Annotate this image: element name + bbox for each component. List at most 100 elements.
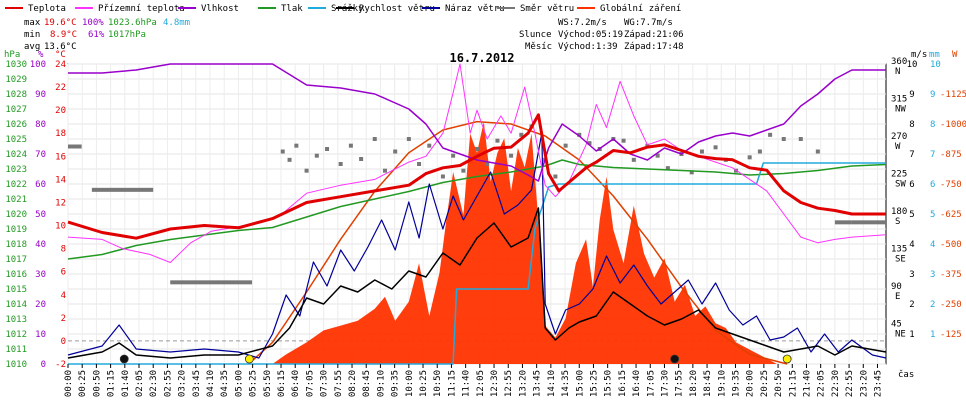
- radiation-axis-tick: -750: [940, 180, 962, 190]
- plot-area: [67, 63, 887, 365]
- celsius-axis-tick: 16: [55, 152, 66, 162]
- unit-percent: %: [38, 50, 44, 60]
- x-tick-label: 06:15: [277, 370, 287, 397]
- x-tick-label: 14:10: [547, 370, 557, 397]
- hpa-axis-tick: 1030: [5, 60, 27, 70]
- mm-axis-tick: 8: [930, 120, 935, 130]
- wind-direction-point: [325, 147, 330, 151]
- x-tick-label: 15:50: [604, 370, 614, 397]
- axis-unit-labels: hPa % °C m/s mm W: [4, 50, 958, 60]
- x-tick-label: 07:55: [334, 370, 344, 397]
- radiation-axis-tick: -1125: [940, 90, 966, 100]
- x-tick-label: 23:20: [859, 370, 869, 397]
- stat-max-press: 1023.6hPa: [108, 18, 157, 28]
- x-tick-label: 01:40: [121, 370, 131, 397]
- wind-direction-point: [440, 174, 445, 179]
- x-tick-label: 09:35: [391, 370, 401, 397]
- x-tick-label: 02:30: [149, 370, 159, 397]
- x-tick-label: 15:25: [589, 370, 599, 397]
- wind-direction-bar: [851, 220, 886, 225]
- x-tick-label: 04:10: [206, 370, 216, 397]
- x-tick-label: 08:20: [348, 370, 358, 397]
- x-tick-label: 22:55: [845, 370, 855, 397]
- legend-label: Globální záření: [600, 4, 681, 14]
- hpa-axis-tick: 1022: [5, 180, 27, 190]
- chart-title: 16.7.2012: [449, 51, 514, 65]
- percent-axis-tick: 60: [35, 180, 46, 190]
- info-ws: WS:7.2m/s: [558, 18, 607, 28]
- hpa-axis-tick: 1027: [5, 105, 27, 115]
- x-tick-label: 16:40: [632, 370, 642, 397]
- mm-axis-tick: 3: [930, 270, 935, 280]
- percent-axis-tick: 40: [35, 240, 46, 250]
- x-tick-label: 02:05: [135, 370, 145, 397]
- wind-direction-point: [451, 153, 456, 158]
- wind-direction-point: [655, 153, 660, 158]
- x-tick-label: 11:40: [462, 370, 472, 397]
- wind-direction-point: [665, 166, 670, 171]
- x-tick-label: 13:45: [533, 370, 543, 397]
- legend-item: Rychlost větru: [336, 4, 435, 14]
- stat-max-label: max: [24, 18, 41, 28]
- wind-direction-point: [798, 137, 803, 141]
- mm-axis-tick: 7: [930, 150, 935, 160]
- wind-direction-point: [621, 138, 626, 143]
- hpa-axis-tick: 1014: [5, 300, 27, 310]
- stat-min-temp: 8.9°C: [50, 30, 77, 40]
- hpa-axis-tick: 1011: [5, 345, 27, 355]
- wind-direction-bar: [834, 220, 852, 225]
- legend-item: Vlhkost: [178, 4, 239, 14]
- unit-mm: mm: [929, 50, 940, 60]
- direction-axis-compass: E: [895, 292, 900, 302]
- hpa-axis-tick: 1019: [5, 225, 27, 235]
- wind-direction-point: [280, 149, 285, 154]
- wind-axis-tick: 7: [909, 150, 914, 160]
- wind-direction-point: [781, 137, 786, 141]
- wind-axis-tick: 4: [909, 240, 914, 250]
- x-tick-label: 18:45: [703, 370, 713, 397]
- legend-item: Náraz větru: [422, 4, 505, 14]
- sunset-marker: [782, 354, 792, 364]
- percent-axis-tick: 20: [35, 300, 46, 310]
- percent-axis-tick: 100: [30, 60, 46, 70]
- direction-axis-tick: 225: [891, 170, 907, 180]
- percent-axis-tick: 90: [35, 90, 46, 100]
- moonset-marker: [670, 354, 680, 364]
- celsius-axis-tick: 8: [61, 245, 66, 255]
- x-tick-label: 23:45: [873, 370, 883, 397]
- mm-axis-tick: 5: [930, 210, 935, 220]
- hpa-axis-tick: 1016: [5, 270, 27, 280]
- wind-direction-point: [689, 170, 694, 175]
- wind-axis-tick: 9: [909, 90, 914, 100]
- percent-axis-tick: 0: [41, 360, 46, 370]
- wind-direction-point: [485, 162, 490, 166]
- x-tick-label: 12:30: [490, 370, 500, 397]
- stat-min-press: 1017hPa: [108, 30, 146, 40]
- wind-direction-point: [287, 157, 292, 162]
- x-tick-label: 12:55: [504, 370, 514, 397]
- x-tick-label: 13:20: [518, 370, 528, 397]
- hpa-axis-tick: 1026: [5, 120, 27, 130]
- wind-axis-tick: 3: [909, 270, 914, 280]
- wind-direction-point: [475, 147, 479, 151]
- sunrise-marker: [244, 354, 254, 364]
- info-moon-set: Západ:17:48: [624, 42, 684, 52]
- unit-direction: m/s: [911, 50, 927, 60]
- celsius-axis-tick: 20: [55, 106, 66, 116]
- x-tick-label: 07:30: [320, 370, 330, 397]
- hpa-axis-tick: 1024: [5, 150, 27, 160]
- wind-direction-point: [372, 137, 377, 141]
- series-theoretical-radiation: [248, 120, 788, 365]
- hpa-axis-tick: 1028: [5, 90, 27, 100]
- legend-label: Náraz větru: [445, 4, 505, 14]
- wind-direction-point: [631, 157, 636, 162]
- x-tick-label: 00:50: [92, 370, 102, 397]
- x-axis-label: čas: [898, 369, 914, 380]
- x-tick-label: 05:25: [249, 370, 259, 397]
- direction-axis-compass: NE: [895, 330, 906, 340]
- x-tick-label: 20:00: [746, 370, 756, 397]
- celsius-axis-tick: 6: [61, 268, 66, 278]
- stats-block: max 19.6°C 100% 1023.6hPa 4.8mm min 8.9°…: [24, 18, 190, 52]
- radiation-axis-tick: -500: [940, 240, 962, 250]
- percent-axis-tick: 80: [35, 120, 46, 130]
